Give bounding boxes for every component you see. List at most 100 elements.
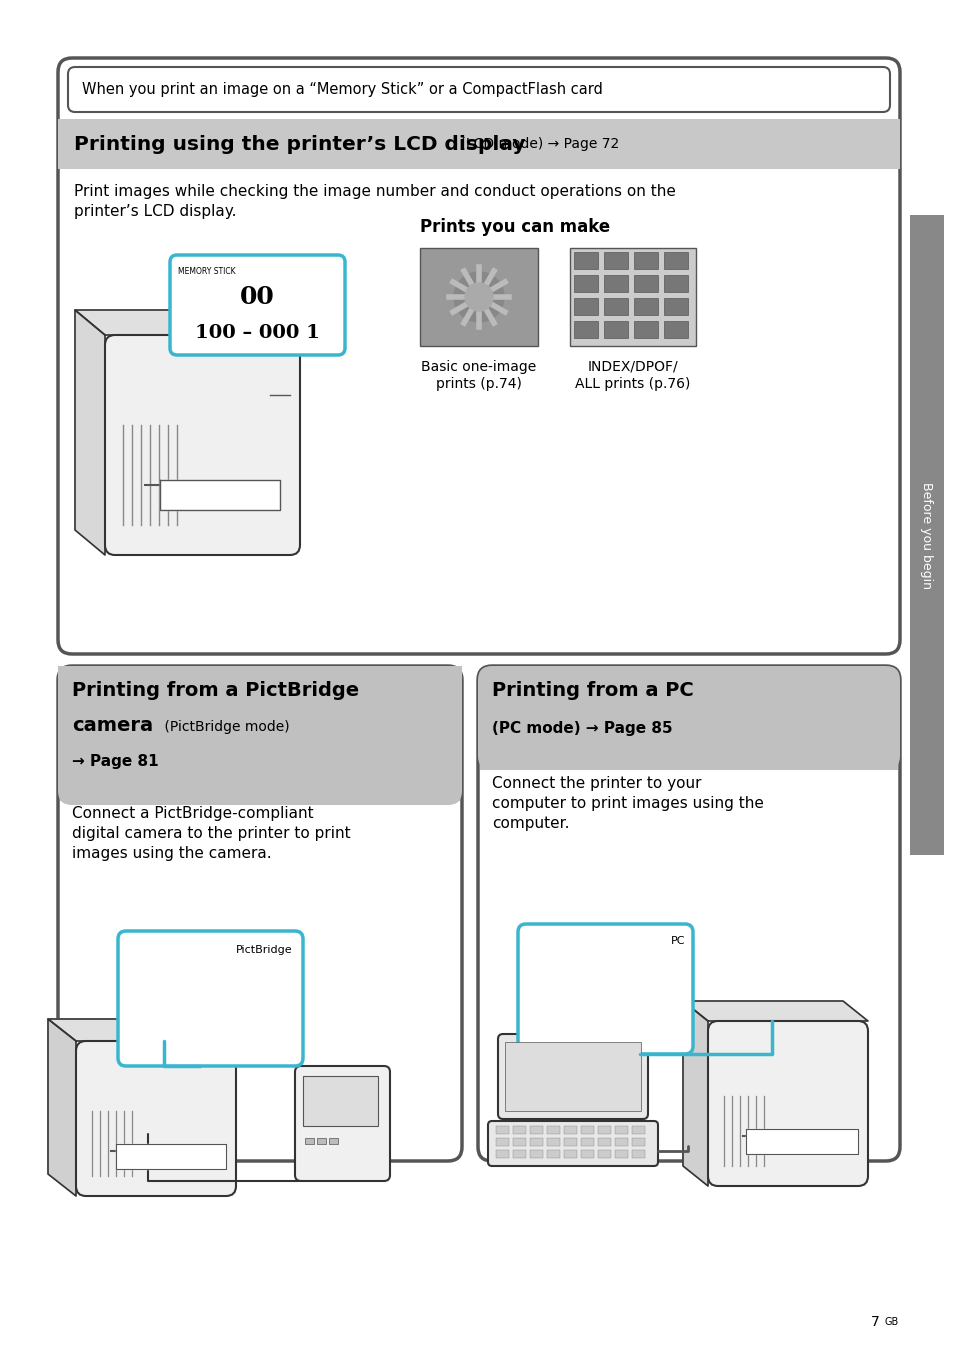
Bar [563, 1126, 577, 1134]
Bar [563, 1138, 577, 1146]
Text: PC: PC [670, 936, 684, 946]
FancyBboxPatch shape [118, 932, 303, 1065]
Bar [634, 320, 658, 338]
Text: GB: GB [884, 1317, 899, 1328]
Bar [479, 746, 897, 771]
Bar [598, 1151, 610, 1159]
FancyBboxPatch shape [105, 335, 299, 556]
Polygon shape [75, 310, 299, 335]
Text: Basic one-image
prints (p.74): Basic one-image prints (p.74) [421, 360, 536, 391]
Bar [909, 215, 943, 854]
Polygon shape [682, 1000, 867, 1021]
Polygon shape [48, 1019, 235, 1041]
Polygon shape [75, 310, 105, 556]
Bar [563, 1151, 577, 1159]
Bar [513, 1151, 525, 1159]
FancyBboxPatch shape [76, 1041, 235, 1197]
Text: Prints you can make: Prints you can make [419, 218, 610, 237]
Bar [603, 297, 627, 315]
Text: Printing from a PC: Printing from a PC [492, 681, 693, 700]
Text: 7: 7 [870, 1315, 879, 1329]
Bar [631, 1138, 644, 1146]
Bar [615, 1126, 627, 1134]
Text: Connect the printer to your
computer to print images using the
computer.: Connect the printer to your computer to … [492, 776, 763, 830]
Bar [603, 274, 627, 292]
Bar [546, 1126, 559, 1134]
Polygon shape [160, 480, 280, 510]
Bar [598, 1138, 610, 1146]
Bar [496, 1151, 509, 1159]
Text: Print images while checking the image number and conduct operations on the
print: Print images while checking the image nu… [74, 184, 675, 219]
Text: 100 – 000 1: 100 – 000 1 [194, 324, 319, 342]
FancyBboxPatch shape [58, 58, 899, 654]
FancyBboxPatch shape [488, 1121, 658, 1165]
FancyBboxPatch shape [707, 1021, 867, 1186]
Bar [580, 1138, 594, 1146]
Polygon shape [48, 1019, 76, 1197]
Text: (PictBridge mode): (PictBridge mode) [160, 721, 290, 734]
Bar [329, 1138, 337, 1144]
Bar [530, 1126, 542, 1134]
Text: PictBridge: PictBridge [236, 945, 293, 955]
Bar [615, 1151, 627, 1159]
Circle shape [464, 283, 493, 311]
Text: Connect a PictBridge-compliant
digital camera to the printer to print
images usi: Connect a PictBridge-compliant digital c… [71, 806, 351, 861]
Bar [513, 1138, 525, 1146]
FancyBboxPatch shape [58, 667, 461, 1161]
Text: 00: 00 [240, 285, 274, 310]
Bar [631, 1126, 644, 1134]
Text: (PC mode) → Page 85: (PC mode) → Page 85 [492, 721, 672, 735]
Bar [631, 1151, 644, 1159]
FancyBboxPatch shape [517, 923, 692, 1055]
Bar [603, 251, 627, 269]
Bar [496, 1138, 509, 1146]
Bar [513, 1126, 525, 1134]
Bar [580, 1151, 594, 1159]
Bar [419, 247, 537, 346]
Bar [663, 320, 687, 338]
Bar [574, 297, 598, 315]
Polygon shape [682, 1000, 707, 1186]
Bar [603, 320, 627, 338]
Text: INDEX/DPOF/
ALL prints (p.76): INDEX/DPOF/ ALL prints (p.76) [575, 360, 690, 391]
Circle shape [454, 272, 503, 322]
Text: camera: camera [71, 717, 153, 735]
Bar [663, 251, 687, 269]
Bar [530, 1151, 542, 1159]
Text: Printing using the printer’s LCD display: Printing using the printer’s LCD display [74, 134, 525, 154]
Bar [634, 297, 658, 315]
Bar [615, 1138, 627, 1146]
Text: When you print an image on a “Memory Stick” or a CompactFlash card: When you print an image on a “Memory Sti… [82, 82, 602, 97]
Polygon shape [116, 1144, 226, 1169]
Bar [574, 251, 598, 269]
Bar [316, 1138, 326, 1144]
Bar [574, 320, 598, 338]
FancyBboxPatch shape [170, 256, 345, 356]
Bar [303, 1076, 377, 1126]
Text: (LCD mode) → Page 72: (LCD mode) → Page 72 [456, 137, 618, 151]
FancyBboxPatch shape [58, 667, 461, 804]
FancyBboxPatch shape [477, 667, 899, 771]
Bar [546, 1138, 559, 1146]
Bar [305, 1138, 314, 1144]
Bar [504, 1042, 640, 1111]
Bar [574, 274, 598, 292]
Bar [58, 119, 899, 169]
Bar [569, 247, 696, 346]
Polygon shape [745, 1129, 857, 1155]
Bar [496, 1126, 509, 1134]
Text: MEMORY STICK: MEMORY STICK [178, 266, 235, 276]
Bar [634, 274, 658, 292]
FancyBboxPatch shape [68, 68, 889, 112]
Text: Printing from a PictBridge: Printing from a PictBridge [71, 681, 358, 700]
FancyBboxPatch shape [294, 1065, 390, 1182]
Bar [663, 274, 687, 292]
Bar [58, 667, 461, 791]
Text: Before you begin: Before you begin [920, 481, 933, 588]
Bar [546, 1151, 559, 1159]
Bar [634, 251, 658, 269]
Bar [530, 1138, 542, 1146]
Bar [60, 667, 459, 800]
Bar [663, 297, 687, 315]
Bar [580, 1126, 594, 1134]
